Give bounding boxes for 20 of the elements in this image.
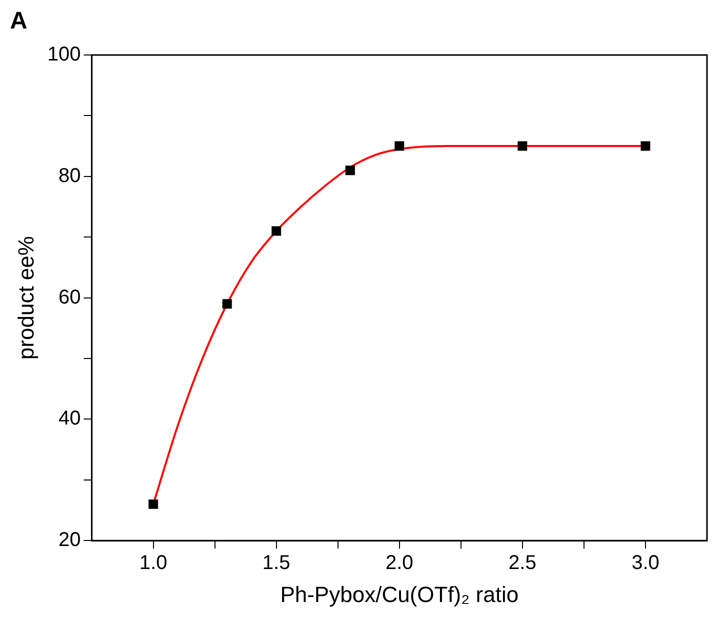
y-tick-label: 40: [58, 408, 81, 430]
y-tick-label: 60: [58, 286, 81, 308]
x-tick-label: 3.0: [632, 552, 660, 574]
x-axis-title: Ph-Pybox/Cu(OTf)₂ ratio: [280, 582, 519, 607]
point: [518, 141, 528, 151]
x-tick-label: 1.5: [262, 552, 290, 574]
point: [640, 141, 650, 151]
y-axis-title: product ee%: [13, 236, 38, 360]
x-tick-label: 2.0: [385, 552, 414, 574]
text: A: [10, 8, 28, 35]
point: [394, 141, 404, 151]
point: [222, 299, 232, 309]
y-tick-label: 100: [47, 44, 81, 66]
x-tick-label: 1.0: [139, 552, 168, 574]
point: [345, 166, 355, 176]
y-tick-label: 80: [58, 164, 81, 187]
point: [148, 499, 158, 509]
point: [272, 226, 282, 236]
x-tick-label: 2.5: [508, 552, 536, 574]
y-tick-label: 20: [58, 529, 81, 552]
